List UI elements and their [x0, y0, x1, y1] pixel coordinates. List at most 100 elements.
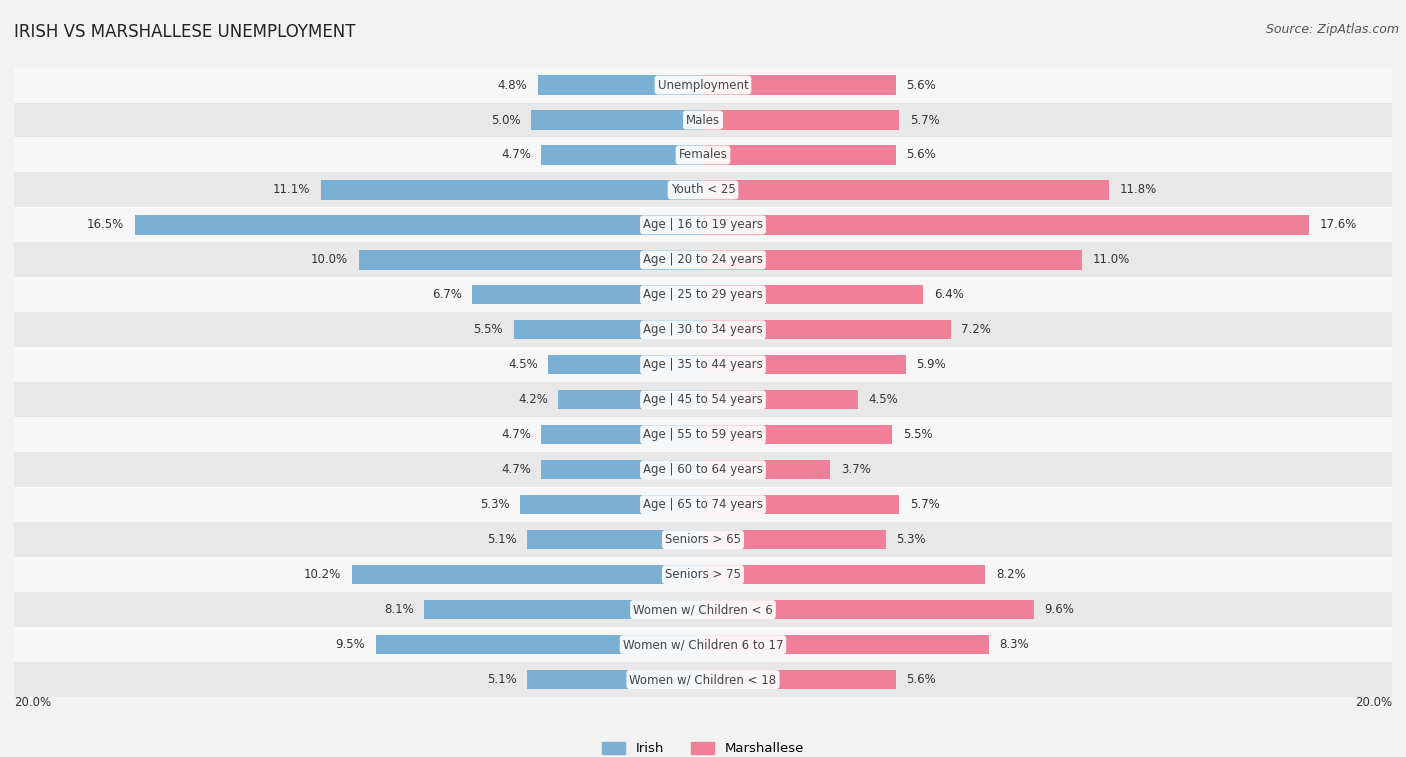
Bar	[548, 355, 703, 375]
Bar	[531, 111, 703, 129]
Text: Women w/ Children < 18: Women w/ Children < 18	[630, 673, 776, 686]
Bar	[558, 390, 703, 410]
Text: Age | 55 to 59 years: Age | 55 to 59 years	[643, 428, 763, 441]
Text: Age | 65 to 74 years: Age | 65 to 74 years	[643, 498, 763, 511]
Text: 4.5%: 4.5%	[869, 394, 898, 407]
Text: 5.7%: 5.7%	[910, 114, 939, 126]
Text: Age | 45 to 54 years: Age | 45 to 54 years	[643, 394, 763, 407]
Text: 5.1%: 5.1%	[488, 533, 517, 546]
Bar	[14, 207, 1392, 242]
Text: 10.0%: 10.0%	[311, 254, 349, 266]
Text: 20.0%: 20.0%	[1355, 696, 1392, 709]
Text: Seniors > 75: Seniors > 75	[665, 568, 741, 581]
Text: 5.0%: 5.0%	[491, 114, 520, 126]
Bar	[375, 635, 703, 654]
Bar	[14, 488, 1392, 522]
Bar	[14, 67, 1392, 102]
Bar	[703, 425, 893, 444]
Bar	[541, 425, 703, 444]
Text: IRISH VS MARSHALLESE UNEMPLOYMENT: IRISH VS MARSHALLESE UNEMPLOYMENT	[14, 23, 356, 41]
Bar	[135, 215, 703, 235]
Bar	[703, 460, 831, 479]
Text: 5.1%: 5.1%	[488, 673, 517, 686]
Bar	[14, 277, 1392, 313]
Bar	[703, 251, 1083, 269]
Text: 4.7%: 4.7%	[501, 148, 531, 161]
Bar	[703, 76, 896, 95]
Text: Source: ZipAtlas.com: Source: ZipAtlas.com	[1265, 23, 1399, 36]
Bar	[703, 111, 900, 129]
Bar	[14, 417, 1392, 452]
Text: 11.0%: 11.0%	[1092, 254, 1129, 266]
Bar	[703, 215, 1309, 235]
Text: 11.8%: 11.8%	[1119, 183, 1157, 197]
Bar	[703, 145, 896, 164]
Bar	[14, 102, 1392, 138]
Text: 17.6%: 17.6%	[1320, 219, 1357, 232]
Text: 6.7%: 6.7%	[432, 288, 461, 301]
Text: Unemployment: Unemployment	[658, 79, 748, 92]
Bar	[14, 662, 1392, 697]
Text: Males: Males	[686, 114, 720, 126]
Text: 4.7%: 4.7%	[501, 428, 531, 441]
Bar	[527, 670, 703, 689]
Text: Women w/ Children 6 to 17: Women w/ Children 6 to 17	[623, 638, 783, 651]
Text: Age | 25 to 29 years: Age | 25 to 29 years	[643, 288, 763, 301]
Bar	[14, 557, 1392, 592]
Bar	[321, 180, 703, 200]
Text: 10.2%: 10.2%	[304, 568, 342, 581]
Text: 9.5%: 9.5%	[336, 638, 366, 651]
Bar	[14, 522, 1392, 557]
Bar	[14, 452, 1392, 488]
Bar	[14, 138, 1392, 173]
Bar	[703, 600, 1033, 619]
Text: 4.8%: 4.8%	[498, 79, 527, 92]
Text: Age | 20 to 24 years: Age | 20 to 24 years	[643, 254, 763, 266]
Bar	[703, 390, 858, 410]
Text: 3.7%: 3.7%	[841, 463, 870, 476]
Bar	[703, 635, 988, 654]
Bar	[14, 347, 1392, 382]
Text: 8.3%: 8.3%	[1000, 638, 1029, 651]
Text: Females: Females	[679, 148, 727, 161]
Text: Age | 35 to 44 years: Age | 35 to 44 years	[643, 358, 763, 371]
Bar	[472, 285, 703, 304]
Text: 5.6%: 5.6%	[907, 673, 936, 686]
Text: 9.6%: 9.6%	[1045, 603, 1074, 616]
Text: 5.7%: 5.7%	[910, 498, 939, 511]
Text: 5.5%: 5.5%	[903, 428, 932, 441]
Bar	[14, 242, 1392, 277]
Bar	[14, 592, 1392, 627]
Bar	[425, 600, 703, 619]
Text: 5.5%: 5.5%	[474, 323, 503, 336]
Text: 20.0%: 20.0%	[14, 696, 51, 709]
Text: Seniors > 65: Seniors > 65	[665, 533, 741, 546]
Text: 4.5%: 4.5%	[508, 358, 537, 371]
Text: Youth < 25: Youth < 25	[671, 183, 735, 197]
Text: Age | 60 to 64 years: Age | 60 to 64 years	[643, 463, 763, 476]
Bar	[352, 565, 703, 584]
Text: Age | 16 to 19 years: Age | 16 to 19 years	[643, 219, 763, 232]
Bar	[537, 76, 703, 95]
Bar	[520, 495, 703, 514]
Bar	[14, 173, 1392, 207]
Bar	[14, 382, 1392, 417]
Bar	[14, 627, 1392, 662]
Text: 6.4%: 6.4%	[934, 288, 963, 301]
Bar	[703, 285, 924, 304]
Text: 7.2%: 7.2%	[962, 323, 991, 336]
Text: 5.6%: 5.6%	[907, 79, 936, 92]
Text: 5.6%: 5.6%	[907, 148, 936, 161]
Text: 8.1%: 8.1%	[384, 603, 413, 616]
Text: 16.5%: 16.5%	[87, 219, 124, 232]
Bar	[527, 530, 703, 550]
Bar	[703, 495, 900, 514]
Bar	[703, 670, 896, 689]
Text: 5.9%: 5.9%	[917, 358, 946, 371]
Bar	[703, 355, 907, 375]
Text: 4.7%: 4.7%	[501, 463, 531, 476]
Text: 5.3%: 5.3%	[896, 533, 925, 546]
Bar	[541, 145, 703, 164]
Bar	[359, 251, 703, 269]
Text: Age | 30 to 34 years: Age | 30 to 34 years	[643, 323, 763, 336]
